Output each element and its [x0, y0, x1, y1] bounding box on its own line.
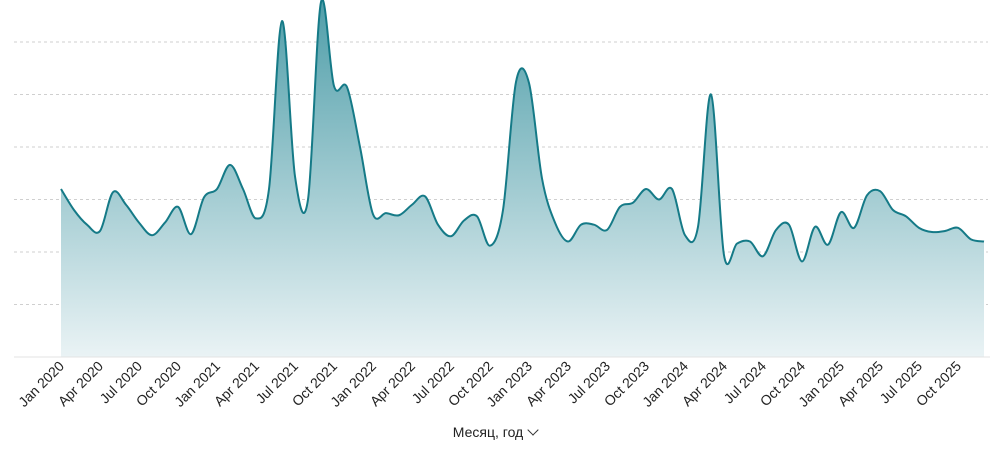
- series-line: [60, 0, 985, 265]
- chevron-down-icon: [527, 424, 539, 436]
- x-axis-title-text: Месяц, год: [452, 424, 524, 440]
- series-area: [61, 0, 984, 357]
- x-axis-title[interactable]: Месяц, год: [452, 424, 539, 440]
